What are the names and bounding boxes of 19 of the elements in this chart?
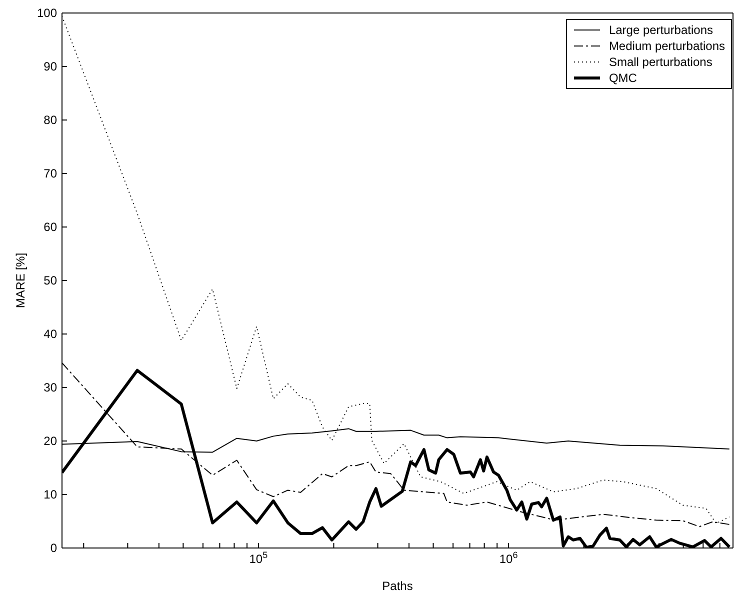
legend-label: Large perturbations <box>608 23 714 37</box>
y-tick-label: 50 <box>44 274 58 288</box>
y-tick-label: 70 <box>44 166 58 180</box>
y-tick-label: 0 <box>50 541 58 555</box>
legend-label: QMC <box>608 71 637 85</box>
legend-label: Medium perturbations <box>608 39 725 53</box>
x-axis-title: Paths <box>382 579 413 593</box>
x-tick-label: 10$^{5}$ <box>249 550 268 566</box>
x-tick-label: 10$^{6}$ <box>499 550 518 566</box>
y-tick-label: 60 <box>44 220 58 234</box>
y-tick-label: 10 <box>44 488 58 502</box>
y-axis-title: MARE [%] <box>13 252 28 308</box>
y-tick-label: 30 <box>44 380 58 394</box>
legend-label: Small perturbations <box>608 55 712 69</box>
y-tick-label: 90 <box>44 60 58 74</box>
y-tick-label: 80 <box>44 113 58 127</box>
y-tick-label: 100 <box>36 6 58 20</box>
y-tick-label: 40 <box>44 327 58 341</box>
y-tick-label: 20 <box>44 434 58 448</box>
